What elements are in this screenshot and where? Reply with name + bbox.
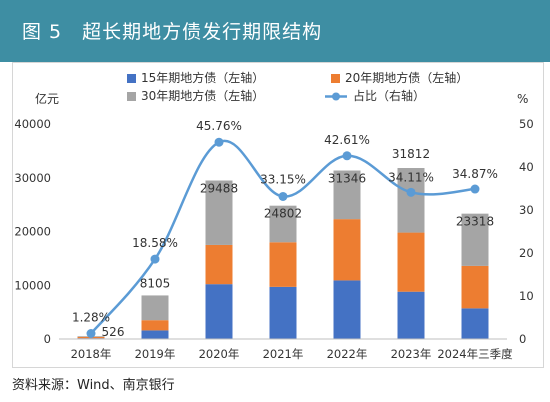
y-right-axis: 0 10 20 30 40 50 — [519, 117, 534, 346]
bar-segment-20y — [205, 244, 233, 285]
bar-segment-20y — [461, 265, 489, 309]
title-bar: 图 5 超长期地方债发行期限结构 — [0, 0, 550, 62]
chart-title: 图 5 超长期地方债发行期限结构 — [22, 21, 323, 43]
share-point — [214, 137, 224, 147]
x-axis: 2018年 2019年 2020年 2021年 2022年 2023年 2024年三季度 — [71, 347, 514, 361]
bar-segment-20y — [141, 320, 169, 331]
share-point — [278, 191, 288, 201]
y-left-axis: 0 10000 20000 30000 40000 — [14, 117, 51, 346]
y-right-tick-label: 40 — [519, 160, 534, 174]
share-label: 33.15% — [260, 172, 306, 186]
share-line-layer — [86, 137, 480, 338]
share-point — [150, 254, 160, 264]
legend-swatch — [127, 74, 136, 83]
bar-segment-30y — [461, 213, 489, 266]
share-point — [86, 328, 96, 338]
bar-segment-15y — [269, 286, 297, 339]
x-tick-label: 2024年三季度 — [437, 347, 513, 361]
legend-label: 占比（右轴） — [353, 88, 425, 103]
share-label: 34.11% — [388, 170, 434, 184]
bar-segment-15y — [461, 308, 489, 339]
legend-marker — [332, 92, 340, 101]
chart-svg: 15年期地方债（左轴） 20年期地方债（左轴）30年期地方债（左轴） 占比（右轴） … — [14, 70, 534, 361]
share-label: 18.58% — [132, 236, 178, 250]
source-note: 资料来源：Wind、南京银行 — [12, 378, 175, 393]
bar-segment-30y — [269, 205, 297, 243]
x-tick-label: 2023年 — [391, 347, 432, 361]
bar-segment-20y — [269, 242, 297, 287]
bar-segment-15y — [205, 284, 233, 339]
share-label: 42.61% — [324, 133, 370, 147]
legend-swatch — [127, 92, 136, 101]
x-tick-label: 2021年 — [263, 347, 304, 361]
y-left-tick-label: 10000 — [14, 278, 51, 292]
legend-swatch — [331, 74, 340, 83]
total-label: 526 — [102, 325, 125, 339]
x-tick-label: 2022年 — [327, 347, 368, 361]
share-label: 34.87% — [452, 167, 498, 181]
share-point — [406, 187, 416, 197]
legend-label: 15年期地方债（左轴） — [141, 70, 264, 85]
total-label: 23318 — [456, 215, 494, 229]
y-left-tick-label: 0 — [44, 332, 51, 346]
share-label: 1.28% — [72, 310, 110, 324]
bar-segment-15y — [333, 280, 361, 339]
bar-segment-15y — [397, 291, 425, 339]
y-right-tick-label: 0 — [519, 332, 526, 346]
bar-segment-30y — [205, 180, 233, 245]
total-label: 8105 — [140, 276, 171, 290]
total-label: 24802 — [264, 207, 302, 221]
y-right-tick-label: 10 — [519, 289, 534, 303]
share-point — [470, 184, 480, 194]
legend-item: 15年期地方债（左轴） — [127, 70, 264, 85]
total-label: 29488 — [200, 182, 238, 196]
bar-segment-30y — [141, 295, 169, 321]
y-left-tick-label: 30000 — [14, 171, 51, 185]
bar-segment-20y — [397, 232, 425, 292]
x-tick-label: 2018年 — [71, 347, 112, 361]
y-right-tick-label: 50 — [519, 117, 534, 131]
share-label: 45.76% — [196, 119, 242, 133]
y-left-unit-label: 亿元 — [35, 91, 59, 106]
bar-segment-30y — [397, 168, 425, 233]
share-point — [342, 151, 352, 161]
legend: 15年期地方债（左轴） 20年期地方债（左轴） 30年期地方债（左轴） 占比（右轴） — [127, 70, 468, 103]
y-right-unit-label: % — [517, 92, 528, 106]
bar-segment-15y — [141, 330, 169, 339]
x-tick-label: 2020年 — [199, 347, 240, 361]
legend-label: 20年期地方债（左轴） — [345, 70, 468, 85]
x-tick-label: 2019年 — [135, 347, 176, 361]
data-labels: 526 8105 29488 24802 31346 31812 23318 1.28% 18.… — [72, 119, 498, 339]
bars-layer — [77, 168, 489, 339]
legend-label: 30年期地方债（左轴） — [141, 88, 264, 103]
y-right-tick-label: 30 — [519, 203, 534, 217]
legend-item: 30年期地方债（左轴） — [127, 88, 264, 103]
y-right-tick-label: 20 — [519, 246, 534, 260]
chart-panel: 15年期地方债（左轴） 20年期地方债（左轴） 30年期地方债（左轴） 占比（右轴） … — [12, 62, 544, 368]
y-left-tick-label: 20000 — [14, 225, 51, 239]
total-label: 31346 — [328, 172, 366, 186]
legend-item: 20年期地方债（左轴） — [331, 70, 468, 85]
bar-segment-30y — [333, 170, 361, 220]
bar-segment-20y — [333, 219, 361, 281]
total-label: 31812 — [392, 147, 430, 161]
legend-item: 占比（右轴） — [325, 88, 425, 103]
y-left-tick-label: 40000 — [14, 117, 51, 131]
